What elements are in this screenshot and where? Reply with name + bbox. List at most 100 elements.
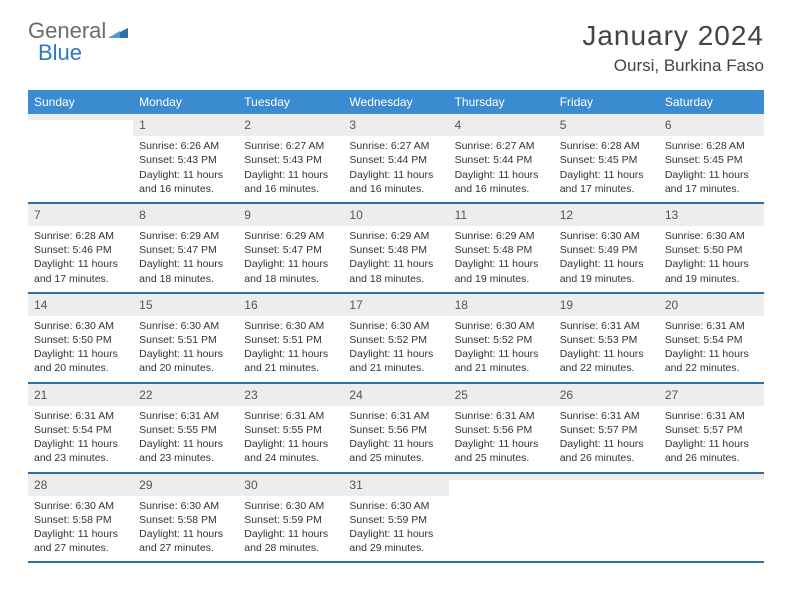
- calendar-day: 21Sunrise: 6:31 AMSunset: 5:54 PMDayligh…: [28, 384, 133, 472]
- sunset-text: Sunset: 5:56 PM: [455, 423, 548, 437]
- day-number: 26: [554, 384, 659, 406]
- daylight-text: Daylight: 11 hours and 16 minutes.: [455, 168, 548, 196]
- calendar-day: [659, 474, 764, 562]
- day-number: 14: [28, 294, 133, 316]
- sunrise-text: Sunrise: 6:30 AM: [139, 499, 232, 513]
- sunrise-text: Sunrise: 6:30 AM: [349, 499, 442, 513]
- sunset-text: Sunset: 5:58 PM: [34, 513, 127, 527]
- calendar-week: 28Sunrise: 6:30 AMSunset: 5:58 PMDayligh…: [28, 474, 764, 564]
- sunset-text: Sunset: 5:47 PM: [244, 243, 337, 257]
- day-details: Sunrise: 6:30 AMSunset: 5:50 PMDaylight:…: [659, 229, 764, 286]
- calendar-day: 23Sunrise: 6:31 AMSunset: 5:55 PMDayligh…: [238, 384, 343, 472]
- day-number: 31: [343, 474, 448, 496]
- sunrise-text: Sunrise: 6:30 AM: [34, 319, 127, 333]
- sunrise-text: Sunrise: 6:31 AM: [349, 409, 442, 423]
- day-details: Sunrise: 6:30 AMSunset: 5:59 PMDaylight:…: [343, 499, 448, 556]
- sunrise-text: Sunrise: 6:30 AM: [244, 319, 337, 333]
- day-number: 11: [449, 204, 554, 226]
- sunrise-text: Sunrise: 6:31 AM: [665, 319, 758, 333]
- sunset-text: Sunset: 5:48 PM: [455, 243, 548, 257]
- calendar-day: 15Sunrise: 6:30 AMSunset: 5:51 PMDayligh…: [133, 294, 238, 382]
- daylight-text: Daylight: 11 hours and 19 minutes.: [560, 257, 653, 285]
- sunset-text: Sunset: 5:52 PM: [455, 333, 548, 347]
- day-details: Sunrise: 6:30 AMSunset: 5:58 PMDaylight:…: [133, 499, 238, 556]
- day-details: Sunrise: 6:30 AMSunset: 5:52 PMDaylight:…: [343, 319, 448, 376]
- day-number: 15: [133, 294, 238, 316]
- weekday-header: Wednesday: [343, 90, 448, 114]
- sunrise-text: Sunrise: 6:27 AM: [244, 139, 337, 153]
- day-details: Sunrise: 6:28 AMSunset: 5:46 PMDaylight:…: [28, 229, 133, 286]
- calendar-day: 13Sunrise: 6:30 AMSunset: 5:50 PMDayligh…: [659, 204, 764, 292]
- calendar-day: 20Sunrise: 6:31 AMSunset: 5:54 PMDayligh…: [659, 294, 764, 382]
- calendar-week: 7Sunrise: 6:28 AMSunset: 5:46 PMDaylight…: [28, 204, 764, 294]
- sunset-text: Sunset: 5:56 PM: [349, 423, 442, 437]
- calendar-day: 10Sunrise: 6:29 AMSunset: 5:48 PMDayligh…: [343, 204, 448, 292]
- day-number: 6: [659, 114, 764, 136]
- sunrise-text: Sunrise: 6:27 AM: [349, 139, 442, 153]
- weekday-header: Monday: [133, 90, 238, 114]
- title-block: January 2024 Oursi, Burkina Faso: [582, 20, 764, 76]
- day-number: [554, 474, 659, 480]
- calendar-day: [449, 474, 554, 562]
- sunset-text: Sunset: 5:54 PM: [665, 333, 758, 347]
- sunrise-text: Sunrise: 6:29 AM: [244, 229, 337, 243]
- day-number: 28: [28, 474, 133, 496]
- month-title: January 2024: [582, 20, 764, 52]
- sunrise-text: Sunrise: 6:28 AM: [560, 139, 653, 153]
- weekday-header: Friday: [554, 90, 659, 114]
- daylight-text: Daylight: 11 hours and 20 minutes.: [139, 347, 232, 375]
- day-details: Sunrise: 6:30 AMSunset: 5:51 PMDaylight:…: [238, 319, 343, 376]
- calendar-day: 11 Sunrise: 6:29 AMSunset: 5:48 PMDayligh…: [449, 204, 554, 292]
- calendar-day: 19Sunrise: 6:31 AMSunset: 5:53 PMDayligh…: [554, 294, 659, 382]
- calendar-day: 24Sunrise: 6:31 AMSunset: 5:56 PMDayligh…: [343, 384, 448, 472]
- header: General Blue January 2024 Oursi, Burkina…: [28, 20, 764, 76]
- daylight-text: Daylight: 11 hours and 18 minutes.: [244, 257, 337, 285]
- sunset-text: Sunset: 5:58 PM: [139, 513, 232, 527]
- calendar-day: 22Sunrise: 6:31 AMSunset: 5:55 PMDayligh…: [133, 384, 238, 472]
- sunset-text: Sunset: 5:47 PM: [139, 243, 232, 257]
- day-details: Sunrise: 6:29 AMSunset: 5:48 PMDaylight:…: [343, 229, 448, 286]
- sunrise-text: Sunrise: 6:30 AM: [349, 319, 442, 333]
- day-details: Sunrise: 6:28 AMSunset: 5:45 PMDaylight:…: [659, 139, 764, 196]
- calendar-day: 2Sunrise: 6:27 AMSunset: 5:43 PMDaylight…: [238, 114, 343, 202]
- day-details: Sunrise: 6:31 AMSunset: 5:57 PMDaylight:…: [554, 409, 659, 466]
- day-details: Sunrise: 6:29 AMSunset: 5:48 PMDaylight:…: [449, 229, 554, 286]
- day-details: Sunrise: 6:30 AMSunset: 5:59 PMDaylight:…: [238, 499, 343, 556]
- day-details: Sunrise: 6:27 AMSunset: 5:43 PMDaylight:…: [238, 139, 343, 196]
- daylight-text: Daylight: 11 hours and 29 minutes.: [349, 527, 442, 555]
- day-number: [28, 114, 133, 120]
- daylight-text: Daylight: 11 hours and 28 minutes.: [244, 527, 337, 555]
- day-details: Sunrise: 6:30 AMSunset: 5:58 PMDaylight:…: [28, 499, 133, 556]
- sunset-text: Sunset: 5:50 PM: [34, 333, 127, 347]
- sunset-text: Sunset: 5:51 PM: [244, 333, 337, 347]
- day-details: Sunrise: 6:31 AMSunset: 5:55 PMDaylight:…: [133, 409, 238, 466]
- sunrise-text: Sunrise: 6:31 AM: [560, 409, 653, 423]
- sunset-text: Sunset: 5:59 PM: [244, 513, 337, 527]
- daylight-text: Daylight: 11 hours and 21 minutes.: [349, 347, 442, 375]
- sunrise-text: Sunrise: 6:30 AM: [455, 319, 548, 333]
- sunset-text: Sunset: 5:53 PM: [560, 333, 653, 347]
- sunrise-text: Sunrise: 6:30 AM: [139, 319, 232, 333]
- sunset-text: Sunset: 5:57 PM: [665, 423, 758, 437]
- day-number: 27: [659, 384, 764, 406]
- calendar-week: 21Sunrise: 6:31 AMSunset: 5:54 PMDayligh…: [28, 384, 764, 474]
- day-number: 8: [133, 204, 238, 226]
- daylight-text: Daylight: 11 hours and 17 minutes.: [34, 257, 127, 285]
- calendar: Sunday Monday Tuesday Wednesday Thursday…: [28, 90, 764, 563]
- sunset-text: Sunset: 5:50 PM: [665, 243, 758, 257]
- calendar-day: 7Sunrise: 6:28 AMSunset: 5:46 PMDaylight…: [28, 204, 133, 292]
- sunset-text: Sunset: 5:55 PM: [139, 423, 232, 437]
- daylight-text: Daylight: 11 hours and 16 minutes.: [349, 168, 442, 196]
- sunrise-text: Sunrise: 6:31 AM: [455, 409, 548, 423]
- day-number: 3: [343, 114, 448, 136]
- logo-triangle-icon: [108, 24, 128, 42]
- sunset-text: Sunset: 5:57 PM: [560, 423, 653, 437]
- sunset-text: Sunset: 5:49 PM: [560, 243, 653, 257]
- daylight-text: Daylight: 11 hours and 27 minutes.: [34, 527, 127, 555]
- logo-text: General Blue: [28, 20, 128, 64]
- daylight-text: Daylight: 11 hours and 25 minutes.: [455, 437, 548, 465]
- daylight-text: Daylight: 11 hours and 18 minutes.: [349, 257, 442, 285]
- day-details: Sunrise: 6:31 AMSunset: 5:56 PMDaylight:…: [449, 409, 554, 466]
- weeks-container: 1Sunrise: 6:26 AMSunset: 5:43 PMDaylight…: [28, 114, 764, 563]
- calendar-day: 18Sunrise: 6:30 AMSunset: 5:52 PMDayligh…: [449, 294, 554, 382]
